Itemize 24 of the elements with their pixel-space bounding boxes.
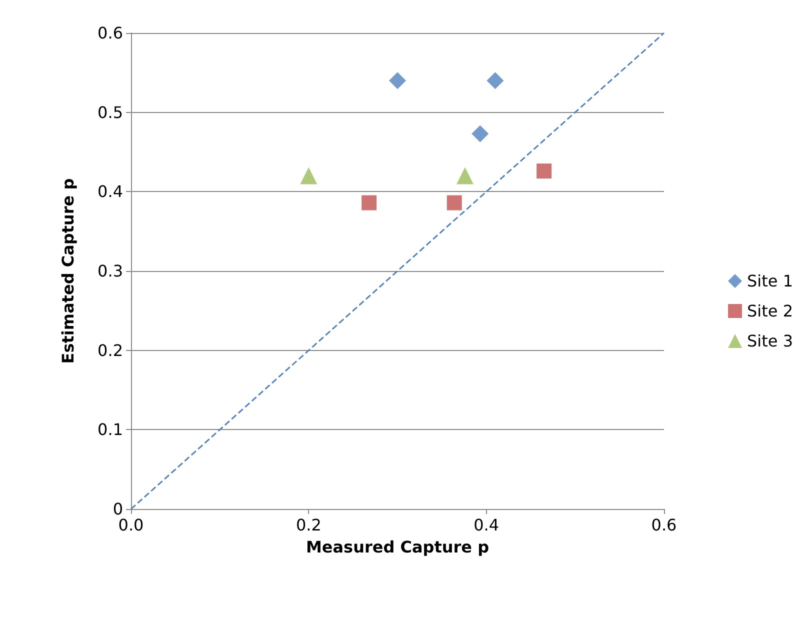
x-tick-label: 0.2 — [296, 516, 322, 534]
point — [472, 125, 489, 142]
y-tick-label: 0 — [112, 500, 123, 518]
x-tick-label: 0.4 — [474, 516, 500, 534]
x-axis-title: Measured Capture p — [306, 538, 490, 556]
point — [362, 195, 377, 210]
y-tick-label: 0.3 — [98, 262, 123, 280]
y-tick-label: 0.1 — [98, 420, 123, 440]
legend-label: Site 1 — [747, 272, 793, 290]
legend-label: Site 2 — [747, 302, 793, 320]
point — [300, 167, 318, 184]
y-tick-label: 0.6 — [98, 24, 123, 42]
point — [446, 195, 462, 210]
y-tick-label: 0.4 — [98, 182, 123, 202]
point — [456, 167, 474, 184]
y-tick-label: 0.5 — [98, 102, 123, 122]
x-tick-label: 0.6 — [651, 516, 677, 534]
y-tick-label: 0.2 — [98, 340, 123, 360]
y-axis-title: Estimated Capture p — [58, 178, 78, 364]
legend-label: Site 3 — [747, 332, 793, 350]
point — [486, 72, 504, 90]
point — [536, 164, 552, 179]
point — [389, 72, 406, 90]
x-tick-label: 0.0 — [118, 516, 144, 534]
